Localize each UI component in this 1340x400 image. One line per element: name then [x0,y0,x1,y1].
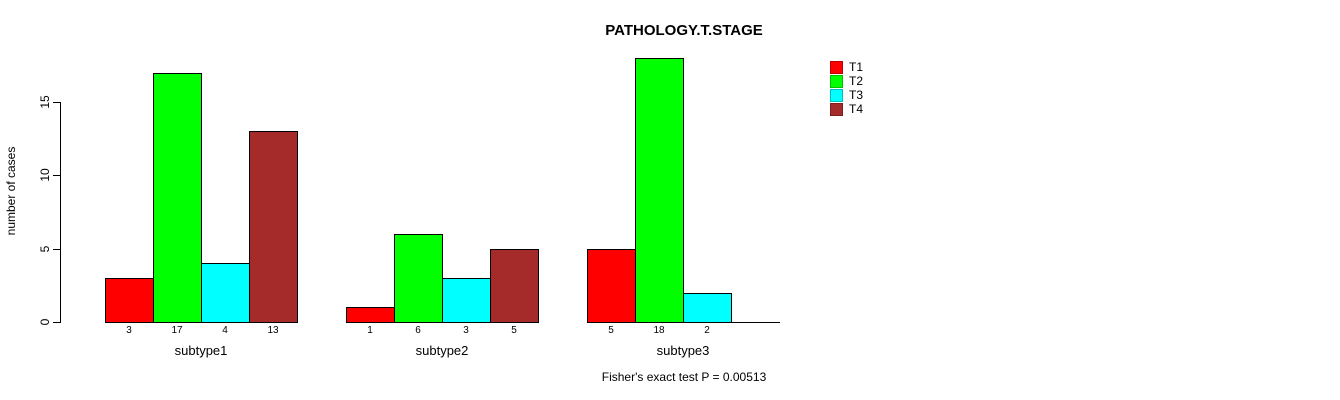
legend-swatch [830,74,843,88]
y-tick [53,248,60,250]
y-axis-line [60,102,61,323]
legend-item-T3: T3 [830,88,863,102]
y-tick [53,102,60,103]
legend-swatch [830,88,843,102]
y-tick-label: 10 [38,168,52,183]
bar-value-label: 13 [267,325,279,336]
y-tick-label: 5 [38,245,52,252]
bar-value-label: 3 [126,325,132,336]
bar-value-label: 18 [653,325,665,336]
bar-subtype1-T1 [105,278,154,323]
bar-subtype1-T4 [249,131,298,323]
legend-item-T2: T2 [830,74,863,88]
bar-subtype3-T1 [587,249,636,323]
bar-value-label: 4 [222,325,228,336]
annotation-text: Fisher's exact test P = 0.00513 [601,370,767,384]
bar-subtype2-T4 [490,249,539,323]
bar-value-label: 2 [704,325,710,336]
legend-swatch [830,60,843,74]
bar-subtype3-T2 [635,58,684,323]
legend-item-T1: T1 [830,60,863,74]
chart-title: PATHOLOGY.T.STAGE [605,22,763,39]
legend: T1 T2 T3 T4 [830,60,863,116]
bar-value-label: 5 [608,325,614,336]
legend-item-T4: T4 [830,102,863,116]
bar-subtype1-T3 [201,263,250,323]
bar-subtype3-T3 [683,293,732,323]
legend-label: T4 [849,102,864,116]
bar-subtype2-T1 [346,307,395,323]
legend-swatch [830,102,843,116]
bar-subtype2-T3 [442,278,491,323]
y-tick-label: 15 [38,95,52,109]
y-tick [53,322,60,323]
x-category-label: subtype3 [656,343,710,358]
legend-label: T3 [849,88,864,102]
bar-value-label: 17 [171,325,183,336]
legend-label: T2 [849,74,864,88]
y-tick [53,175,60,177]
x-category-label: subtype1 [174,343,228,358]
bar-subtype2-T2 [394,234,443,323]
y-tick-label: 0 [38,318,52,326]
x-category-label: subtype2 [415,343,469,358]
bar-subtype1-T2 [153,73,202,323]
bar-value-label: 6 [415,325,421,336]
legend-label: T1 [849,60,864,74]
bar-value-label: 1 [367,325,373,336]
y-axis-label: number of cases [4,146,18,236]
bar-value-label: 5 [511,325,517,336]
bar-value-label: 3 [463,325,469,336]
